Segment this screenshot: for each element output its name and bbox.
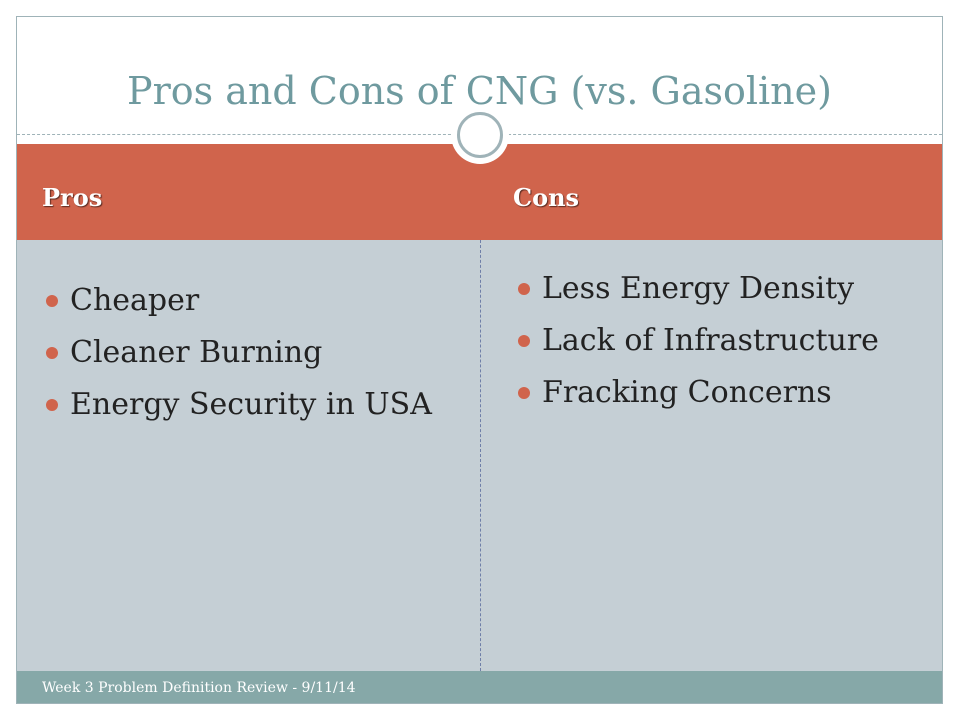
bullet-dot-icon: [46, 399, 58, 411]
list-item: Cheaper: [42, 275, 432, 327]
bullet-dot-icon: [518, 335, 530, 347]
bullet-dot-icon: [518, 283, 530, 295]
pros-list: Cheaper Cleaner Burning Energy Security …: [42, 275, 432, 431]
cons-item-text: Less Energy Density: [542, 271, 855, 306]
bullet-dot-icon: [46, 295, 58, 307]
list-item: Less Energy Density: [514, 263, 879, 315]
circle-ring-icon: [451, 106, 509, 164]
pros-item-text: Energy Security in USA: [70, 387, 432, 422]
cons-list: Less Energy Density Lack of Infrastructu…: [514, 263, 879, 419]
list-item: Energy Security in USA: [42, 379, 432, 431]
title-area: Pros and Cons of CNG (vs. Gasoline): [16, 16, 943, 134]
footer-band: [17, 671, 942, 703]
list-item: Fracking Concerns: [514, 367, 879, 419]
list-item: Cleaner Burning: [42, 327, 432, 379]
slide-title: Pros and Cons of CNG (vs. Gasoline): [127, 69, 832, 113]
pros-item-text: Cheaper: [70, 283, 200, 318]
bullet-dot-icon: [46, 347, 58, 359]
pros-item-text: Cleaner Burning: [70, 335, 323, 370]
cons-heading: Cons: [513, 183, 580, 212]
content-area: [17, 240, 942, 671]
footer-text: Week 3 Problem Definition Review - 9/11/…: [42, 680, 356, 696]
column-separator: [480, 240, 481, 671]
pros-heading: Pros: [42, 183, 103, 212]
ring-inner: [457, 112, 503, 158]
list-item: Lack of Infrastructure: [514, 315, 879, 367]
cons-item-text: Lack of Infrastructure: [542, 323, 879, 358]
cons-item-text: Fracking Concerns: [542, 375, 832, 410]
bullet-dot-icon: [518, 387, 530, 399]
